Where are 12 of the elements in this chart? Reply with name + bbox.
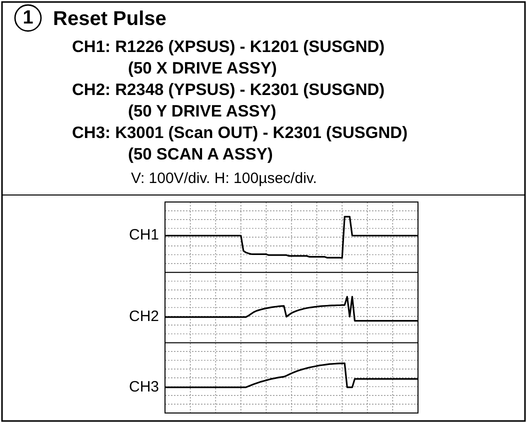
- series-label: CH1: [128, 226, 159, 244]
- text: (50 SCAN A ASSY): [128, 146, 273, 164]
- text: 1: [22, 8, 34, 28]
- series-label: CH2: [128, 308, 159, 325]
- series-label: CH3: [128, 378, 159, 396]
- text: (50 X DRIVE ASSY): [128, 60, 277, 78]
- text: CH1: R1226 (XPSUS) - K1201 (SUSGND): [72, 38, 385, 56]
- text: CH2: R2348 (YPSUS) - K2301 (SUSGND): [72, 81, 385, 99]
- text: CH3: K3001 (Scan OUT) - K2301 (SUSGND): [72, 124, 408, 142]
- chart-title: Reset Pulse: [53, 8, 166, 30]
- chart-subtitle: V: 100V/div. H: 100µsec/div.: [131, 170, 317, 187]
- text: (50 Y DRIVE ASSY): [128, 102, 276, 120]
